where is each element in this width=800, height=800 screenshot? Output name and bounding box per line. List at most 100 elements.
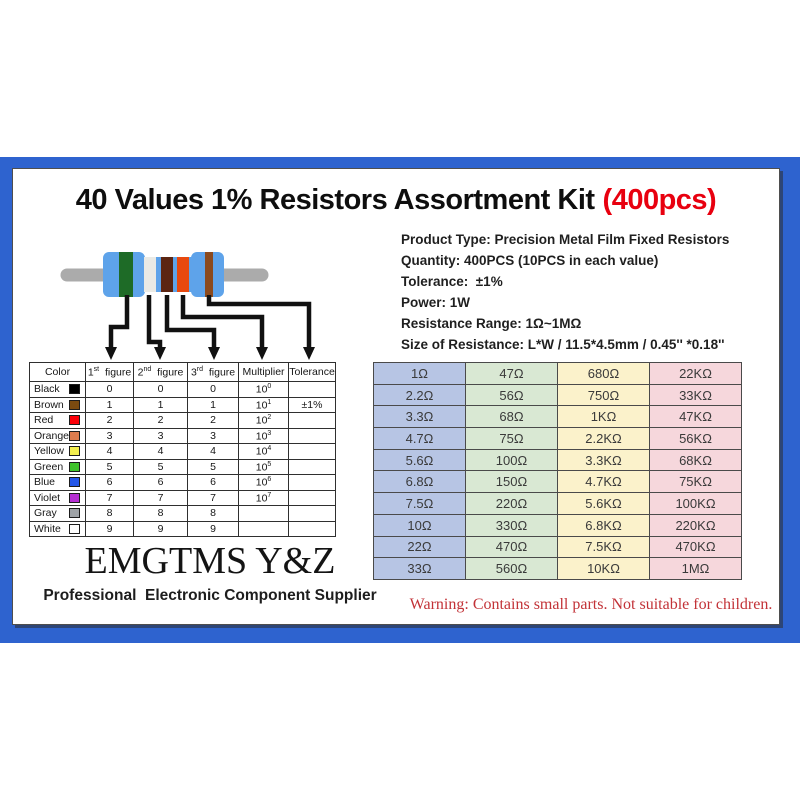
spec-product-type: Product Type: Precision Metal Film Fixed…	[401, 232, 730, 247]
third-figure-cell: 8	[187, 505, 240, 522]
color-name: White	[34, 522, 61, 535]
second-figure-cell: 8	[133, 505, 189, 522]
third-figure-cell: 7	[187, 489, 240, 506]
color-table-row: Blue 6 6 6 106	[28, 474, 337, 491]
color-table-row: Yellow 4 4 4 104	[28, 443, 337, 460]
first-figure-cell: 7	[85, 489, 135, 506]
brand-tagline: Professional Electronic Component Suppli…	[43, 587, 377, 604]
tolerance-band	[205, 252, 213, 297]
value-cell: 220Ω	[465, 492, 558, 515]
second-figure-cell: 7	[133, 489, 189, 506]
third-figure-band	[161, 257, 173, 292]
values-row: 7.5Ω 220Ω 5.6KΩ 100KΩ	[373, 492, 742, 515]
arrowhead-third-figure	[208, 347, 220, 360]
multiplier-cell	[238, 505, 290, 522]
color-swatch	[69, 446, 81, 457]
color-name: Red	[34, 414, 54, 427]
tolerance-cell	[288, 381, 337, 398]
second-figure-cell: 4	[133, 443, 189, 460]
second-figure-cell: 1	[133, 396, 189, 413]
value-cell: 1MΩ	[649, 557, 742, 580]
arrow-multiplier	[180, 295, 265, 349]
value-cell: 56Ω	[465, 383, 558, 407]
first-figure-cell: 5	[85, 458, 135, 475]
spec-tolerance: Tolerance: ±1%	[401, 274, 503, 289]
arrow-third-figure	[164, 295, 217, 349]
header-first-figure: 1st figure	[85, 362, 135, 382]
header-third-figure: 3rd figure	[187, 362, 240, 382]
spec-quantity: Quantity: 400PCS (10PCS in each value)	[401, 253, 659, 268]
first-figure-cell: 2	[85, 412, 135, 429]
header-color: Color	[28, 362, 87, 382]
resistance-values-table: 1Ω 47Ω 680Ω 22KΩ 2.2Ω 56Ω 750Ω 33KΩ 3.3Ω…	[373, 362, 742, 580]
value-cell: 100Ω	[465, 448, 558, 472]
tolerance-cell	[288, 520, 337, 537]
first-figure-cell: 0	[85, 381, 135, 398]
value-cell: 100KΩ	[649, 492, 742, 515]
color-name: Blue	[34, 476, 56, 489]
value-cell: 150Ω	[465, 470, 558, 494]
header-tolerance: Tolerance	[288, 362, 337, 382]
multiplier-cell: 104	[238, 443, 290, 460]
value-cell: 470KΩ	[649, 535, 742, 559]
value-cell: 560Ω	[465, 557, 558, 580]
warning-text: Warning: Contains small parts. Not suita…	[409, 596, 773, 613]
value-cell: 22Ω	[373, 535, 466, 559]
values-row: 2.2Ω 56Ω 750Ω 33KΩ	[373, 383, 742, 407]
second-figure-cell: 9	[133, 520, 189, 537]
values-row: 4.7Ω 75Ω 2.2KΩ 56KΩ	[373, 427, 742, 450]
arrowhead-multiplier	[256, 347, 268, 360]
value-cell: 4.7Ω	[373, 427, 466, 450]
color-table-row: White 9 9 9	[28, 520, 337, 537]
second-figure-cell: 6	[133, 474, 189, 491]
third-figure-cell: 1	[187, 396, 240, 413]
second-figure-cell: 2	[133, 412, 189, 429]
spec-power: Power: 1W	[401, 295, 471, 310]
value-cell: 4.7KΩ	[557, 470, 650, 494]
third-figure-cell: 9	[187, 520, 240, 537]
value-cell: 6.8Ω	[373, 470, 466, 494]
second-figure-cell: 5	[133, 458, 189, 475]
value-cell: 470Ω	[465, 535, 558, 559]
tolerance-cell	[288, 443, 337, 460]
product-specs: Product Type: Precision Metal Film Fixed…	[401, 229, 729, 355]
value-cell: 5.6KΩ	[557, 492, 650, 515]
content-panel: 40 Values 1% Resistors Assortment Kit (40…	[12, 168, 780, 625]
arrowhead-second-figure	[154, 347, 166, 360]
values-row: 3.3Ω 68Ω 1KΩ 47KΩ	[373, 405, 742, 429]
value-cell: 330Ω	[465, 513, 558, 537]
value-cell: 22KΩ	[649, 362, 742, 385]
color-swatch	[69, 399, 81, 410]
third-figure-cell: 5	[187, 458, 240, 475]
multiplier-band	[177, 257, 189, 292]
tolerance-cell	[288, 412, 337, 429]
value-cell: 680Ω	[557, 362, 650, 385]
color-swatch	[69, 508, 81, 519]
value-cell: 1Ω	[373, 362, 466, 385]
tolerance-cell	[288, 505, 337, 522]
resistor-diagram	[60, 252, 315, 360]
second-figure-band	[144, 257, 156, 292]
arrow-first-figure	[108, 295, 130, 349]
color-swatch	[69, 384, 81, 395]
value-cell: 7.5Ω	[373, 492, 466, 515]
value-cell: 47KΩ	[649, 405, 742, 429]
multiplier-cell: 100	[238, 381, 290, 398]
value-cell: 33KΩ	[649, 383, 742, 407]
values-row: 33Ω 560Ω 10KΩ 1MΩ	[373, 557, 742, 580]
values-row: 5.6Ω 100Ω 3.3KΩ 68KΩ	[373, 448, 742, 472]
first-figure-cell: 1	[85, 396, 135, 413]
color-table-row: Gray 8 8 8	[28, 505, 337, 522]
tolerance-cell	[288, 458, 337, 475]
first-figure-band	[119, 252, 133, 297]
multiplier-cell: 103	[238, 427, 290, 444]
third-figure-cell: 6	[187, 474, 240, 491]
color-name: Orange	[34, 429, 70, 442]
value-cell: 7.5KΩ	[557, 535, 650, 559]
color-swatch	[69, 492, 81, 503]
arrowhead-tolerance	[303, 347, 315, 360]
multiplier-cell: 105	[238, 458, 290, 475]
value-cell: 220KΩ	[649, 513, 742, 537]
value-cell: 5.6Ω	[373, 448, 466, 472]
